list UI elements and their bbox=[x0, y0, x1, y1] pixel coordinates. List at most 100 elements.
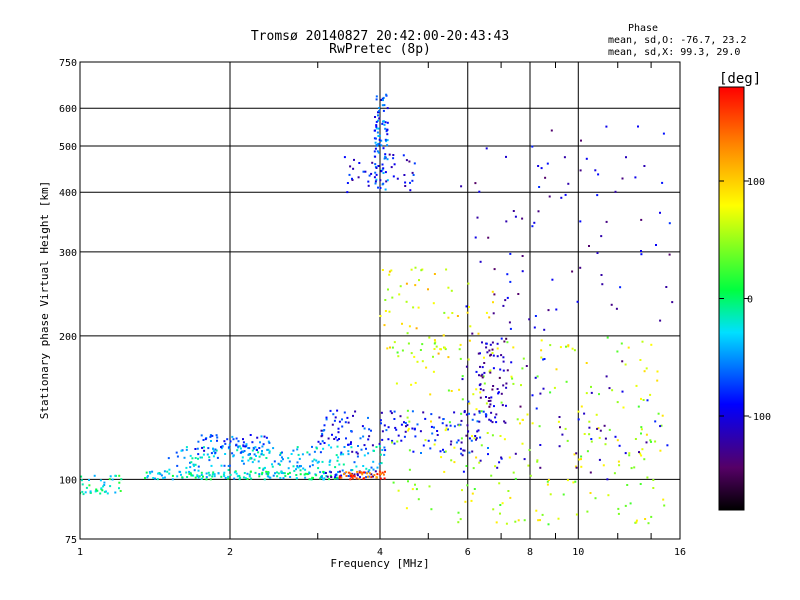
data-point bbox=[302, 467, 305, 470]
data-point bbox=[459, 518, 462, 521]
data-point bbox=[500, 337, 503, 340]
data-point bbox=[585, 392, 588, 395]
data-point bbox=[665, 286, 668, 288]
data-point bbox=[103, 484, 106, 486]
data-point bbox=[373, 150, 376, 153]
data-point bbox=[477, 429, 480, 432]
data-point bbox=[154, 477, 156, 480]
data-point bbox=[322, 429, 325, 432]
data-point bbox=[238, 474, 241, 477]
data-point bbox=[393, 341, 396, 344]
data-point bbox=[383, 324, 386, 327]
data-point bbox=[355, 465, 358, 468]
data-point bbox=[434, 341, 437, 344]
data-point bbox=[168, 472, 171, 475]
data-point bbox=[460, 441, 463, 444]
data-point bbox=[510, 375, 513, 378]
data-point bbox=[338, 463, 341, 466]
data-point bbox=[232, 455, 235, 458]
data-point bbox=[217, 472, 220, 475]
data-point bbox=[624, 452, 627, 455]
data-point bbox=[574, 465, 577, 468]
data-point bbox=[300, 465, 302, 468]
data-point bbox=[347, 443, 349, 446]
data-point bbox=[397, 489, 400, 492]
data-point bbox=[433, 348, 436, 350]
data-point bbox=[444, 348, 447, 351]
data-point bbox=[321, 432, 324, 435]
data-point bbox=[374, 163, 377, 166]
data-point bbox=[491, 352, 494, 354]
data-point bbox=[213, 475, 216, 478]
data-point bbox=[261, 473, 263, 476]
data-point bbox=[99, 479, 102, 482]
data-point bbox=[550, 129, 553, 132]
data-point bbox=[253, 458, 256, 461]
data-point bbox=[611, 389, 614, 392]
data-point bbox=[531, 225, 534, 228]
data-point bbox=[190, 461, 193, 464]
data-point bbox=[396, 177, 399, 180]
data-point bbox=[251, 461, 254, 464]
data-point bbox=[240, 447, 242, 450]
colorbar-tick-label: 0 bbox=[747, 295, 753, 306]
data-point bbox=[208, 459, 211, 462]
data-point bbox=[508, 321, 511, 324]
data-point bbox=[145, 471, 148, 474]
data-point bbox=[276, 475, 279, 478]
data-point bbox=[555, 308, 558, 311]
data-point bbox=[336, 439, 339, 442]
data-point bbox=[662, 132, 665, 135]
data-point bbox=[660, 424, 663, 427]
data-point bbox=[336, 445, 339, 448]
data-point bbox=[82, 493, 85, 496]
data-point bbox=[505, 220, 508, 223]
data-point bbox=[212, 450, 215, 453]
data-point bbox=[374, 470, 377, 473]
data-point bbox=[385, 93, 388, 96]
data-point bbox=[379, 315, 382, 317]
data-point bbox=[496, 388, 499, 390]
data-point bbox=[506, 341, 509, 344]
data-point bbox=[408, 160, 411, 163]
y-tick-label: 400 bbox=[59, 188, 77, 199]
data-point bbox=[213, 473, 216, 476]
data-point bbox=[598, 393, 600, 396]
data-point bbox=[492, 301, 494, 304]
data-point bbox=[352, 167, 355, 170]
colorbar-tick-label: -100 bbox=[747, 412, 771, 423]
data-point bbox=[640, 428, 643, 431]
data-point bbox=[479, 396, 482, 399]
data-point bbox=[272, 474, 275, 477]
data-point bbox=[512, 210, 515, 212]
data-point bbox=[200, 474, 203, 476]
data-point bbox=[567, 345, 570, 348]
data-point bbox=[583, 433, 586, 435]
data-point bbox=[616, 439, 619, 442]
chart-title: Tromsø 20140827 20:42:00-20:43:43 bbox=[251, 29, 509, 44]
data-point bbox=[456, 315, 459, 317]
data-point bbox=[628, 452, 631, 455]
data-point bbox=[381, 430, 384, 433]
data-point bbox=[249, 457, 252, 460]
data-point bbox=[433, 443, 436, 446]
data-point bbox=[528, 449, 531, 451]
data-point bbox=[457, 521, 460, 524]
data-point bbox=[537, 165, 540, 167]
data-point bbox=[605, 375, 608, 378]
data-point bbox=[553, 386, 556, 389]
data-point bbox=[641, 340, 644, 343]
data-point bbox=[488, 418, 491, 421]
data-point bbox=[441, 422, 444, 425]
data-point bbox=[351, 177, 353, 180]
data-point bbox=[403, 421, 405, 424]
data-point bbox=[320, 429, 323, 432]
data-point bbox=[468, 451, 471, 454]
data-point bbox=[185, 446, 188, 449]
data-point bbox=[361, 473, 364, 476]
data-point bbox=[258, 475, 261, 478]
data-point bbox=[378, 470, 381, 473]
data-point bbox=[203, 446, 205, 449]
data-point bbox=[333, 438, 336, 440]
data-point bbox=[296, 448, 299, 451]
